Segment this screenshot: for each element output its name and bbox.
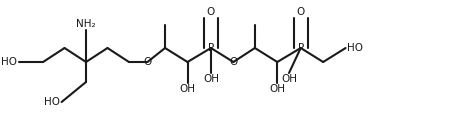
Text: O: O [229, 57, 237, 67]
Text: NH₂: NH₂ [76, 19, 96, 29]
Text: P: P [297, 43, 303, 53]
Text: HO: HO [346, 43, 362, 53]
Text: OH: OH [179, 84, 195, 94]
Text: O: O [207, 7, 215, 17]
Text: HO: HO [1, 57, 17, 67]
Text: OH: OH [281, 74, 296, 84]
Text: O: O [143, 57, 151, 67]
Text: HO: HO [44, 97, 60, 107]
Text: OH: OH [202, 74, 218, 84]
Text: P: P [207, 43, 214, 53]
Text: OH: OH [269, 84, 285, 94]
Text: O: O [296, 7, 304, 17]
